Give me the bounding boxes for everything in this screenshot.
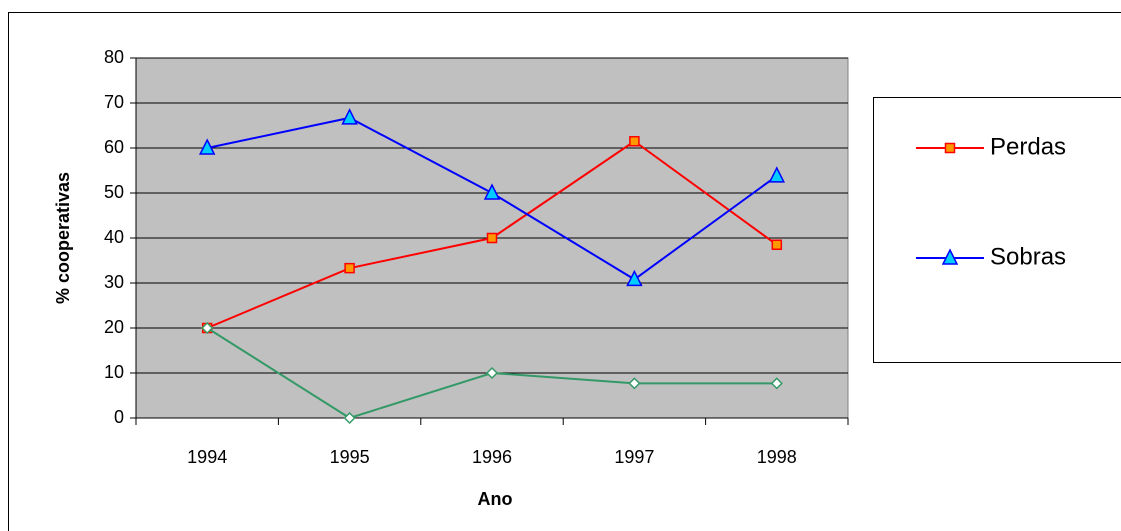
marker [201,321,214,335]
marker [626,269,643,287]
x-axis-title: Ano [478,489,513,509]
legend-label: Perdas [990,133,1066,160]
marker [941,248,959,265]
marker [771,239,783,250]
x-tick-label: 1995 [330,447,370,467]
y-tick-label: 0 [114,407,124,427]
x-tick-label: 1996 [472,447,512,467]
y-tick-label: 50 [104,182,124,202]
marker [483,183,501,200]
marker [629,136,640,147]
marker [343,411,356,425]
legend-box [873,97,1121,363]
y-tick-label: 20 [104,317,124,337]
marker [198,138,216,155]
y-tick-label: 40 [104,227,124,247]
marker [944,142,956,154]
x-tick-label: 1994 [187,447,227,467]
y-tick-label: 60 [104,137,124,157]
y-axis-title: % cooperativas [53,172,73,304]
legend-label: Sobras [990,243,1066,270]
y-tick-label: 80 [104,47,124,67]
y-tick-label: 30 [104,272,124,292]
x-tick-label: 1997 [614,447,654,467]
y-tick-label: 70 [104,92,124,112]
marker [628,377,641,390]
y-tick-label: 10 [104,362,124,382]
marker [485,366,499,380]
marker [768,166,786,183]
marker [770,377,783,390]
x-tick-label: 1998 [757,447,797,467]
marker [344,262,355,274]
marker [341,108,358,125]
marker [486,232,498,244]
